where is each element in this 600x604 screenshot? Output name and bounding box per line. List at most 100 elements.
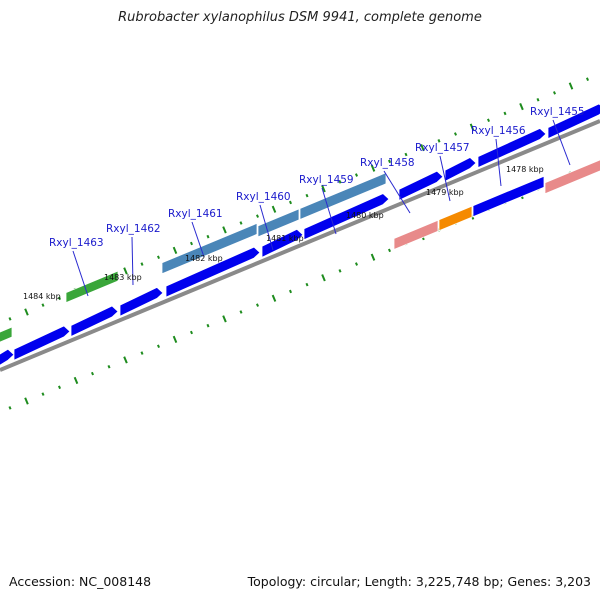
inner-tick <box>305 282 309 287</box>
inner-tick <box>321 274 326 282</box>
cds-track <box>0 103 600 366</box>
outer-tick <box>41 303 45 307</box>
inner-tick <box>271 294 277 302</box>
outer-tick <box>519 102 524 111</box>
outer-tick <box>404 152 408 157</box>
feature-steelblue <box>161 222 258 275</box>
gene-label: Rxyl_1463 <box>49 237 104 249</box>
kbp-label: 1479 kbp <box>426 188 464 197</box>
inner-tick <box>172 335 178 343</box>
kbp-labels: 1484 kbp 1483 kbp 1482 kbp 1481 kbp 1480 kbp… <box>23 165 544 301</box>
feature-steelblue <box>257 208 300 238</box>
outer-tick <box>370 164 376 172</box>
feature-green <box>0 326 13 343</box>
inner-tick <box>289 289 292 294</box>
outer-tick <box>437 139 441 143</box>
gene-label: Rxyl_1460 <box>236 191 291 203</box>
outer-tick <box>172 246 178 254</box>
accession-text: Accession: NC_008148 <box>9 574 152 589</box>
gene-connector <box>259 204 274 251</box>
outer-tick <box>487 118 490 123</box>
outer-tick <box>420 144 425 152</box>
gene-label: Rxyl_1457 <box>415 142 470 154</box>
outer-tick <box>271 205 277 213</box>
outer-tick <box>8 317 12 321</box>
gene-label: Rxyl_1459 <box>299 174 354 186</box>
feature-salmon <box>393 219 439 251</box>
outer-tick <box>553 91 556 95</box>
cds-arrow <box>303 193 390 241</box>
outer-tick <box>454 132 457 136</box>
gene-connector <box>72 250 89 297</box>
inner-tick <box>140 351 144 355</box>
gene-connector <box>439 155 451 202</box>
gene-label-connectors <box>72 119 571 297</box>
inner-tick <box>8 406 12 410</box>
genome-backbone <box>0 119 600 372</box>
outer-tick <box>190 241 193 246</box>
gene-connector <box>383 170 411 214</box>
gene-label: Rxyl_1461 <box>168 208 223 220</box>
outer-tick <box>222 226 227 234</box>
genome-title: Rubrobacter xylanophilus DSM 9941, compl… <box>118 10 482 25</box>
outer-tick <box>586 77 589 81</box>
cds-arrow <box>547 103 600 140</box>
outer-tick <box>321 185 326 193</box>
cds-arrow <box>261 228 304 258</box>
cds-arrow <box>70 305 119 338</box>
feature-salmon <box>544 159 600 195</box>
outer-tick <box>338 180 342 184</box>
cds-arrow <box>0 348 15 366</box>
outer-tick <box>355 173 358 177</box>
outer-tick <box>58 296 61 301</box>
inner-tick <box>73 376 79 385</box>
inner-tick <box>123 356 128 364</box>
gene-connector <box>191 221 205 258</box>
cds-arrow <box>13 325 71 361</box>
outer-tick <box>140 262 144 266</box>
gene-connector <box>131 236 134 286</box>
gene-label: Rxyl_1456 <box>471 125 526 137</box>
outer-tick <box>157 255 160 259</box>
inner-tick <box>222 315 227 323</box>
feature-green <box>65 270 119 304</box>
feature-cds <box>472 175 545 218</box>
cds-arrow <box>477 127 547 169</box>
cds-arrow <box>444 157 477 182</box>
gene-label: Rxyl_1455 <box>530 106 585 118</box>
inner-tick <box>388 248 391 253</box>
outer-tick <box>536 97 540 102</box>
backbone-line <box>0 119 600 372</box>
inner-tick <box>107 364 111 369</box>
kbp-label: 1481 kbp <box>266 234 304 243</box>
outer-tick <box>568 82 574 90</box>
feature-track <box>0 159 600 343</box>
gene-connector <box>552 119 571 166</box>
gene-label: Rxyl_1458 <box>360 157 415 169</box>
gene-connector <box>321 187 337 235</box>
inner-tick <box>91 371 94 376</box>
feature-orange <box>438 205 473 232</box>
inner-tick <box>24 397 29 405</box>
kbp-label: 1483 kbp <box>104 273 142 282</box>
outer-tick <box>24 308 29 316</box>
cds-arrow <box>398 170 444 202</box>
inner-tick <box>41 392 45 396</box>
inner-tick <box>355 262 358 266</box>
gene-label: Rxyl_1462 <box>106 223 161 235</box>
gene-connector <box>495 138 502 187</box>
outer-tick <box>123 267 128 275</box>
inner-tick <box>206 323 210 328</box>
inner-tick <box>190 330 193 335</box>
inner-tick <box>338 269 342 273</box>
genome-summary: Topology: circular; Length: 3,225,748 bp… <box>247 574 591 589</box>
kbp-label: 1480 kbp <box>346 211 384 220</box>
kbp-label: 1482 kbp <box>185 254 223 263</box>
outer-tick <box>503 111 507 116</box>
inner-tick <box>239 310 243 314</box>
outer-tick <box>469 123 475 131</box>
kbp-label: 1478 kbp <box>506 165 544 174</box>
